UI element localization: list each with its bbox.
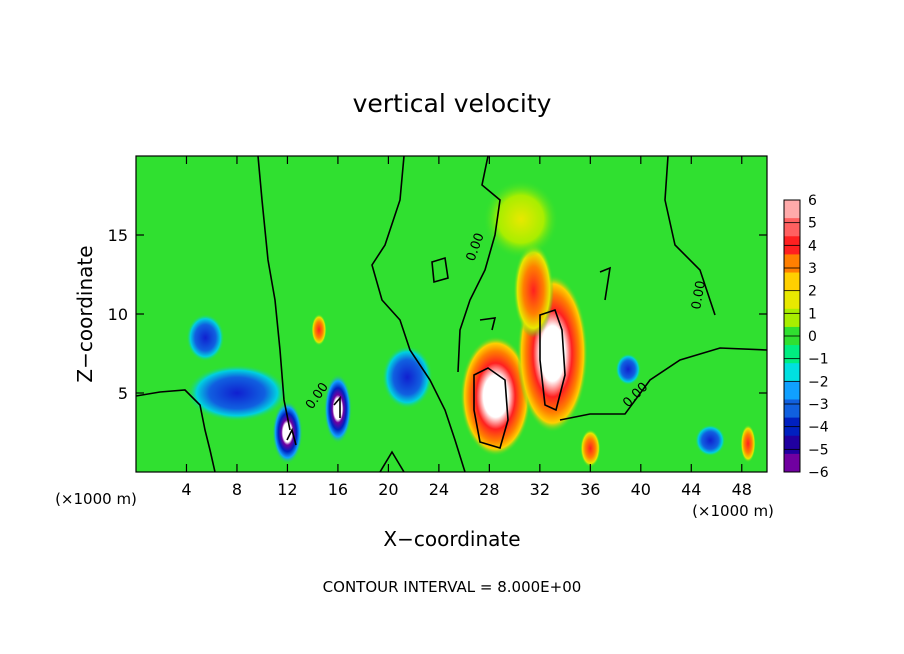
field-feature-9	[311, 314, 327, 346]
colorbar-swatch	[784, 345, 800, 364]
colorbar-swatch	[784, 399, 800, 419]
colorbar-swatch	[784, 363, 800, 382]
colorbar-label: 2	[808, 284, 817, 300]
colorbar-label: −3	[808, 397, 829, 413]
x-axis: 4 8 12 16 20 24 28 32 36 40 44 48	[181, 156, 752, 499]
contour-interval-note: CONTOUR INTERVAL = 8.000E+00	[323, 578, 582, 596]
colorbar-swatch	[784, 435, 800, 455]
y-tick-label: 10	[108, 305, 128, 324]
field-feature-13	[615, 353, 641, 386]
colorbar-label: 3	[808, 261, 817, 277]
colorbar-label: −6	[808, 465, 829, 481]
x-tick-label: 48	[732, 480, 752, 499]
y-axis-label: Z−coordinate	[73, 245, 97, 382]
x-tick-label: 32	[530, 480, 550, 499]
y-tick-label: 15	[108, 226, 128, 245]
field-feature-3	[483, 179, 559, 259]
field-feature-10	[695, 424, 726, 457]
x-tick-label: 28	[479, 480, 499, 499]
colorbar-label: −5	[808, 442, 829, 458]
colorbar-swatch	[784, 381, 800, 400]
x-tick-label: 36	[580, 480, 600, 499]
field-feature-8	[186, 314, 225, 362]
colorbar-label: 5	[808, 216, 817, 232]
colorbar-swatch	[784, 453, 800, 473]
colorbar-swatch	[784, 290, 800, 310]
x-tick-label: 20	[378, 480, 398, 499]
colorbar-label: −1	[808, 352, 829, 368]
field-feature-5	[324, 374, 352, 444]
field-feature-0	[460, 336, 532, 457]
colorbar-label: −2	[808, 374, 829, 390]
x-tick-label: 16	[328, 480, 348, 499]
colorbar: 6 5 4 3 2 1 0 −1 −2 −3 −4 −5 −6	[783, 193, 829, 481]
zero-contours	[136, 156, 767, 472]
y-axis: 5 10 15	[108, 226, 767, 403]
colorbar-swatch	[784, 272, 800, 292]
x-units-label: (×1000 m)	[692, 502, 774, 520]
x-tick-label: 8	[232, 480, 242, 499]
colorbar-label: 6	[808, 193, 817, 209]
colorbar-label: 4	[808, 238, 817, 254]
x-tick-label: 24	[429, 480, 449, 499]
colorbar-label: 0	[808, 329, 817, 345]
colorbar-swatch	[784, 200, 800, 219]
field-feature-6	[382, 345, 433, 409]
y-units-label: (×1000 m)	[55, 490, 137, 508]
plot-background	[136, 156, 767, 472]
colorbar-swatch	[784, 218, 800, 237]
field-feature-7	[186, 364, 288, 422]
field-feature-4	[272, 400, 303, 465]
x-tick-label: 4	[181, 480, 191, 499]
x-axis-label: X−coordinate	[383, 527, 520, 551]
plot-area: 0.00 0.00 0.00 0.00	[135, 155, 768, 473]
colorbar-swatch	[784, 254, 800, 274]
chart-title: vertical velocity	[353, 89, 552, 118]
colorbar-swatch	[784, 308, 800, 328]
field-features	[186, 179, 756, 468]
y-tick-label: 5	[118, 384, 128, 403]
x-tick-label: 44	[681, 480, 701, 499]
x-tick-label: 12	[277, 480, 297, 499]
field-feature-12	[580, 429, 601, 468]
colorbar-label: 1	[808, 306, 817, 322]
x-tick-label: 40	[631, 480, 651, 499]
contour-label: 0.00	[689, 280, 709, 311]
field-feature-11	[740, 424, 756, 463]
colorbar-label: −4	[808, 420, 829, 436]
